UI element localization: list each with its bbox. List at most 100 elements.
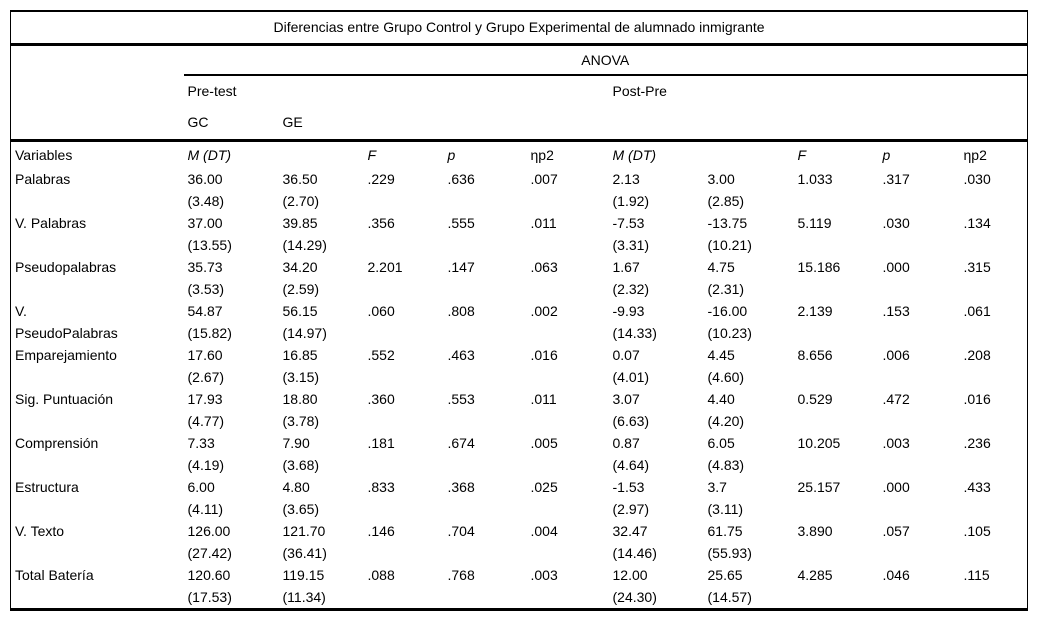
cell-post-gc-m-dt: 1.67 (2.32) bbox=[612, 259, 650, 297]
cell-post-f: 5.119 bbox=[797, 215, 832, 231]
table-row: Estructura 6.00 (4.11) 4.80 (3.65) .833 … bbox=[11, 476, 1028, 520]
pretest-group-header: Pre-test bbox=[187, 82, 237, 99]
cell-post-np2: .115 bbox=[959, 564, 1028, 611]
table-row: Emparejamiento 17.60 (2.67) 16.85 (3.15)… bbox=[11, 344, 1028, 388]
cell-post-p: .153 bbox=[882, 303, 910, 319]
cell-post-p: .003 bbox=[882, 435, 910, 451]
postpre-group-header: Post-Pre bbox=[612, 82, 667, 99]
cell-post-f: 0.529 bbox=[797, 391, 833, 407]
empty-cell bbox=[11, 44, 184, 75]
cell-pre-ge-m-dt: 16.85 (3.15) bbox=[282, 347, 320, 385]
cell-post-p: .006 bbox=[882, 347, 910, 363]
cell-pre-f: .552 bbox=[367, 347, 395, 363]
cell-pre-gc-m-dt: 6.00 (4.11) bbox=[187, 479, 224, 517]
cell-post-gc-m-dt: 32.47 (14.46) bbox=[612, 523, 657, 561]
cell-variable: Palabras bbox=[15, 171, 71, 187]
cell-pre-f: .146 bbox=[367, 523, 395, 539]
subgroup-header-row: GC GE bbox=[10, 105, 1028, 142]
cell-variable: Estructura bbox=[15, 479, 79, 495]
cell-variable: V. Texto bbox=[15, 523, 65, 539]
cell-pre-gc-m-dt: 7.33 (4.19) bbox=[187, 435, 225, 473]
cell-pre-gc-m-dt: 54.87 (15.82) bbox=[187, 303, 232, 341]
cell-variable: V. Palabras bbox=[15, 215, 87, 231]
cell-post-f: 15.186 bbox=[797, 259, 841, 275]
cell-post-gc-m-dt: -9.93 (14.33) bbox=[612, 303, 657, 341]
cell-post-ge-m-dt: 4.45 (4.60) bbox=[707, 347, 745, 385]
col-header-p-post: p bbox=[882, 146, 891, 163]
column-header-row: Variables M (DT) F p ηp2 M (DT) F p ηp2 bbox=[11, 140, 1028, 168]
cell-pre-np2: .004 bbox=[530, 523, 558, 539]
cell-pre-np2: .063 bbox=[530, 259, 558, 275]
cell-pre-p: .463 bbox=[447, 347, 475, 363]
cell-post-np2: .030 bbox=[963, 171, 991, 187]
col-header-np2-pre: ηp2 bbox=[530, 146, 554, 163]
table-header: Diferencias entre Grupo Control y Grupo … bbox=[10, 11, 1028, 168]
ge-subgroup-header: GE bbox=[278, 105, 364, 142]
cell-pre-p: .636 bbox=[447, 171, 475, 187]
cell-post-gc-m-dt: -1.53 (2.97) bbox=[612, 479, 650, 517]
cell-post-np2: .433 bbox=[963, 479, 991, 495]
cell-pre-p: .704 bbox=[447, 523, 475, 539]
cell-pre-gc-m-dt: 36.00 (3.48) bbox=[187, 171, 225, 209]
cell-pre-f: .360 bbox=[367, 391, 395, 407]
cell-variable: Comprensión bbox=[15, 435, 99, 451]
cell-post-ge-m-dt: 3.7 (3.11) bbox=[707, 479, 744, 517]
table-row: V. Palabras 37.00 (13.55) 39.85 (14.29) … bbox=[11, 212, 1028, 256]
table-row: Total Batería 120.60 (17.53) 119.15 (11.… bbox=[10, 564, 1028, 611]
group-header-row: Pre-test Post-Pre bbox=[11, 75, 1028, 105]
empty-cell bbox=[10, 105, 184, 142]
cell-post-gc-m-dt: 0.07 (4.01) bbox=[612, 347, 650, 385]
col-header-mdt-pre: M (DT) bbox=[187, 146, 232, 163]
cell-pre-p: .674 bbox=[447, 435, 475, 451]
cell-post-ge-m-dt: -16.00 (10.23) bbox=[707, 303, 752, 341]
cell-pre-gc-m-dt: 17.60 (2.67) bbox=[187, 347, 225, 385]
cell-post-gc-m-dt: 3.07 (6.63) bbox=[612, 391, 650, 429]
cell-pre-gc-m-dt: 126.00 (27.42) bbox=[187, 523, 232, 561]
cell-variable: Pseudopalabras bbox=[15, 259, 117, 275]
cell-pre-f: .088 bbox=[363, 564, 444, 611]
col-header-f-pre: F bbox=[367, 146, 377, 163]
cell-pre-ge-m-dt: 56.15 (14.97) bbox=[282, 303, 327, 341]
cell-pre-gc-m-dt: 120.60 (17.53) bbox=[183, 564, 279, 611]
cell-pre-ge-m-dt: 4.80 (3.65) bbox=[282, 479, 320, 517]
cell-pre-np2: .016 bbox=[530, 347, 558, 363]
cell-post-p: .000 bbox=[882, 259, 910, 275]
empty-cell bbox=[11, 75, 184, 105]
cell-post-p: .030 bbox=[882, 215, 910, 231]
cell-pre-np2: .003 bbox=[526, 564, 609, 611]
cell-pre-np2: .025 bbox=[530, 479, 558, 495]
cell-pre-f: 2.201 bbox=[367, 259, 403, 275]
gc-subgroup-header: GC bbox=[183, 105, 279, 142]
table-row: Sig. Puntuación 17.93 (4.77) 18.80 (3.78… bbox=[11, 388, 1028, 432]
cell-post-np2: .061 bbox=[963, 303, 991, 319]
cell-post-f: 10.205 bbox=[797, 435, 841, 451]
cell-pre-ge-m-dt: 34.20 (2.59) bbox=[282, 259, 320, 297]
cell-pre-f: .060 bbox=[367, 303, 395, 319]
cell-pre-np2: .011 bbox=[530, 391, 557, 407]
cell-post-p: .057 bbox=[882, 523, 910, 539]
cell-post-gc-m-dt: 2.13 (1.92) bbox=[612, 171, 650, 209]
cell-pre-np2: .011 bbox=[530, 215, 557, 231]
cell-pre-p: .808 bbox=[447, 303, 475, 319]
cell-post-ge-m-dt: 61.75 (55.93) bbox=[707, 523, 752, 561]
cell-pre-ge-m-dt: 7.90 (3.68) bbox=[282, 435, 320, 473]
anova-results-table: Diferencias entre Grupo Control y Grupo … bbox=[10, 10, 1029, 611]
cell-pre-ge-m-dt: 18.80 (3.78) bbox=[282, 391, 320, 429]
cell-post-f: 4.285 bbox=[793, 564, 879, 611]
cell-post-np2: .236 bbox=[963, 435, 991, 451]
cell-post-f: 2.139 bbox=[797, 303, 833, 319]
table-row: V. Texto 126.00 (27.42) 121.70 (36.41) .… bbox=[11, 520, 1028, 564]
cell-post-ge-m-dt: 25.65 (14.57) bbox=[703, 564, 794, 611]
cell-post-f: 8.656 bbox=[797, 347, 833, 363]
cell-pre-ge-m-dt: 39.85 (14.29) bbox=[282, 215, 327, 253]
cell-post-p: .000 bbox=[882, 479, 910, 495]
cell-pre-f: .229 bbox=[367, 171, 395, 187]
cell-pre-p: .555 bbox=[447, 215, 475, 231]
cell-pre-p: .553 bbox=[447, 391, 475, 407]
cell-pre-p: .147 bbox=[447, 259, 475, 275]
table-title: Diferencias entre Grupo Control y Grupo … bbox=[10, 11, 1028, 46]
cell-pre-gc-m-dt: 17.93 (4.77) bbox=[187, 391, 225, 429]
cell-post-gc-m-dt: -7.53 (3.31) bbox=[612, 215, 650, 253]
cell-variable: Sig. Puntuación bbox=[15, 391, 114, 407]
